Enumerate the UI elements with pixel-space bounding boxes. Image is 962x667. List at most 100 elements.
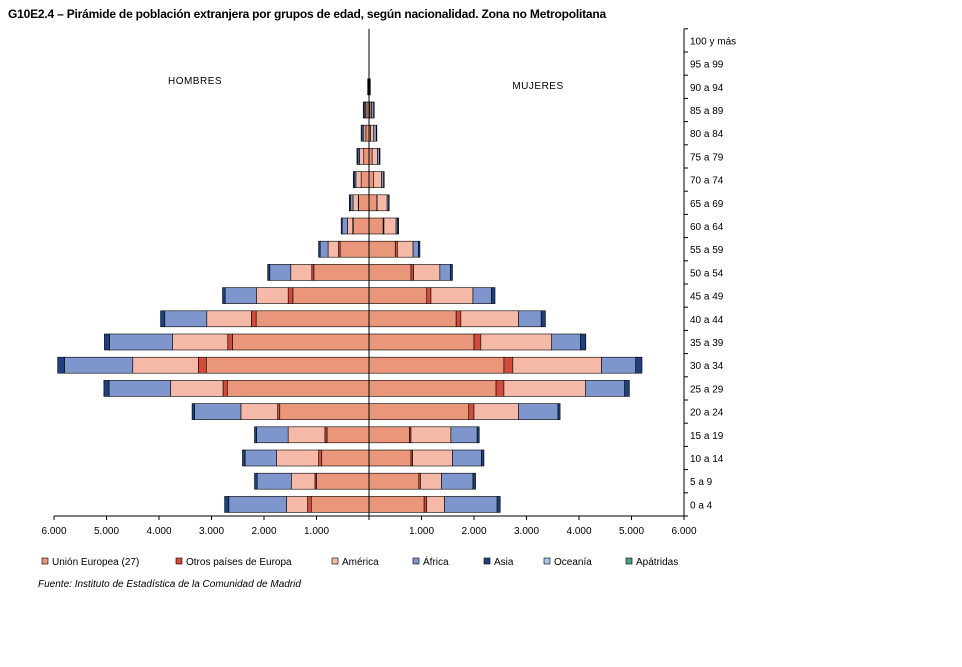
category-label-20: 100 y más [690,36,736,47]
bar-mujeres-2-0 [426,496,445,513]
bar-hombres-0-6 [205,356,370,374]
bar-hombres-3-12 [341,217,348,235]
x-tick-label-5: 1.000 [304,526,329,537]
bar-mujeres-3-14 [381,171,385,188]
legend-label-3: África [423,555,449,568]
bar-mujeres-0-0 [368,496,425,513]
x-tick-label-1: 5.000 [94,526,119,537]
legend-label-5: Oceanía [554,557,592,568]
category-label-4: 20 a 24 [690,408,724,419]
legend-swatch-3 [412,557,420,565]
axes-group: 6.000 5.000 4.000 3.000 2.000 1.000 1.000 2.000… [41,28,736,537]
bar-mujeres-0-1 [368,472,420,490]
bar-mujeres-0-7 [368,333,475,351]
category-label-16: 80 a 84 [690,129,724,140]
legend-swatch-4 [483,557,491,565]
bar-mujeres-3-16 [373,124,377,142]
bar-hombres-4-13 [349,194,351,212]
legend-swatch-6 [625,557,633,565]
bar-hombres-4-0 [224,496,230,513]
bar-mujeres-2-3 [410,426,452,444]
x-tick-label-9: 3.000 [514,526,539,537]
bar-mujeres-3-3 [450,426,478,444]
bar-hombres-4-11 [318,240,321,258]
bar-mujeres-4-0 [496,496,501,513]
bar-hombres-2-2 [276,449,319,467]
bar-hombres-1-10 [311,264,315,281]
bar-hombres-3-11 [319,240,329,258]
bar-mujeres-4-2 [481,449,485,467]
bar-hombres-0-12 [352,217,370,235]
bar-hombres-3-4 [194,403,242,420]
bar-mujeres-2-14 [373,171,382,188]
bar-hombres-2-0 [286,496,308,513]
bar-hombres-3-9 [224,287,257,304]
legend-label-2: América [342,557,379,568]
category-label-5: 25 a 29 [690,384,724,395]
bar-mujeres-2-11 [397,240,414,258]
bar-mujeres-0-6 [368,356,505,374]
bar-mujeres-3-0 [444,496,498,513]
bar-mujeres-2-15 [371,148,378,165]
bar-hombres-4-5 [103,380,110,397]
bar-mujeres-3-5 [584,380,625,397]
bar-hombres-0-1 [316,472,370,490]
bar-mujeres-3-15 [377,148,380,165]
bar-mujeres-2-12 [383,217,397,235]
legend-label-0: Unión Europea (27) [52,557,139,568]
bar-hombres-2-6 [132,356,199,374]
bar-mujeres-0-9 [368,287,428,304]
bar-mujeres-0-4 [368,403,470,420]
category-label-6: 30 a 34 [690,361,724,372]
bar-mujeres-4-10 [450,264,453,281]
x-tick-label-7: 1.000 [409,526,434,537]
bar-hombres-4-6 [57,356,65,374]
bar-hombres-0-4 [279,403,370,420]
bar-mujeres-2-5 [503,380,586,397]
x-tick-label-3: 3.000 [199,526,224,537]
bar-mujeres-1-10 [410,264,414,281]
bar-mujeres-2-13 [376,194,388,212]
bar-mujeres-1-7 [473,333,482,351]
category-label-1: 5 a 9 [690,477,713,488]
bar-hombres-3-7 [109,333,173,351]
bar-mujeres-4-3 [476,426,480,444]
bar-mujeres-1-0 [423,496,428,513]
side-label-hombres: HOMBRES [168,76,222,87]
bar-mujeres-4-5 [624,380,630,397]
category-label-19: 95 a 99 [690,60,724,71]
bar-mujeres-3-7 [551,333,581,351]
bar-mujeres-4-7 [580,333,587,351]
bar-hombres-4-15 [356,148,359,165]
bar-hombres-0-5 [226,380,370,397]
bar-mujeres-4-9 [491,287,496,304]
bar-mujeres-0-5 [368,380,497,397]
bar-mujeres-0-13 [368,194,378,212]
legend-label-4: Asia [494,557,514,568]
bar-mujeres-4-1 [472,472,476,490]
bar-hombres-2-16 [363,124,367,142]
legend-swatch-1 [175,557,183,565]
bar-hombres-4-17 [362,101,365,119]
bar-hombres-2-3 [287,426,326,444]
category-label-2: 10 a 14 [690,454,724,465]
bar-mujeres-0-11 [368,240,396,258]
bar-hombres-0-14 [360,171,370,188]
x-tick-label-12: 6.000 [671,526,696,537]
bar-mujeres-1-11 [394,240,398,258]
bar-hombres-1-3 [324,426,328,444]
bar-mujeres-4-13 [388,194,390,212]
bar-hombres-0-13 [358,194,370,212]
bar-mujeres-2-7 [480,333,553,351]
bars-group [57,78,643,513]
bar-mujeres-2-6 [512,356,602,374]
bar-mujeres-3-4 [518,403,559,420]
bar-hombres-4-12 [340,217,343,235]
bar-hombres-4-2 [242,449,246,467]
category-label-15: 75 a 79 [690,152,724,163]
bar-hombres-0-15 [363,148,370,165]
bar-mujeres-3-6 [601,356,637,374]
bar-hombres-3-8 [164,310,208,328]
bar-mujeres-2-9 [430,287,474,304]
bar-hombres-3-0 [228,496,287,513]
